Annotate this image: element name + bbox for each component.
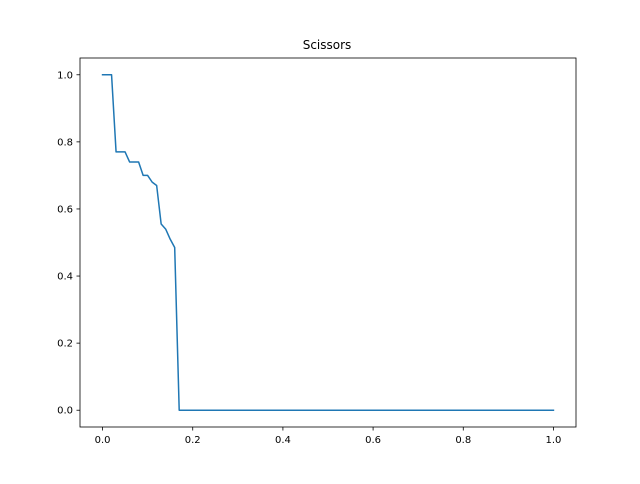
plot-area: 0.0 0.2 0.4 0.6 0.8 1.0 0.0 0.2 0.4 0.6 0.8 1.0 (57, 57, 577, 446)
x-tick-label: 0.6 (365, 435, 381, 446)
y-tick-label: 0.0 (57, 406, 73, 417)
x-tick-label: 1.0 (546, 435, 562, 446)
x-tick-label: 0.0 (95, 435, 111, 446)
y-tick-label: 1.0 (57, 70, 73, 81)
x-tick-label: 0.2 (185, 435, 201, 446)
series-line-0 (101, 74, 555, 411)
axes-frame (79, 57, 577, 428)
y-tick-label: 0.8 (57, 137, 73, 148)
y-tick-label: 0.2 (57, 339, 73, 350)
x-tick-label: 0.8 (455, 435, 471, 446)
chart-title: Scissors (303, 38, 352, 52)
x-tick-label: 0.4 (275, 435, 291, 446)
y-tick-label: 0.4 (57, 272, 73, 283)
y-tick-label: 0.6 (57, 204, 73, 215)
